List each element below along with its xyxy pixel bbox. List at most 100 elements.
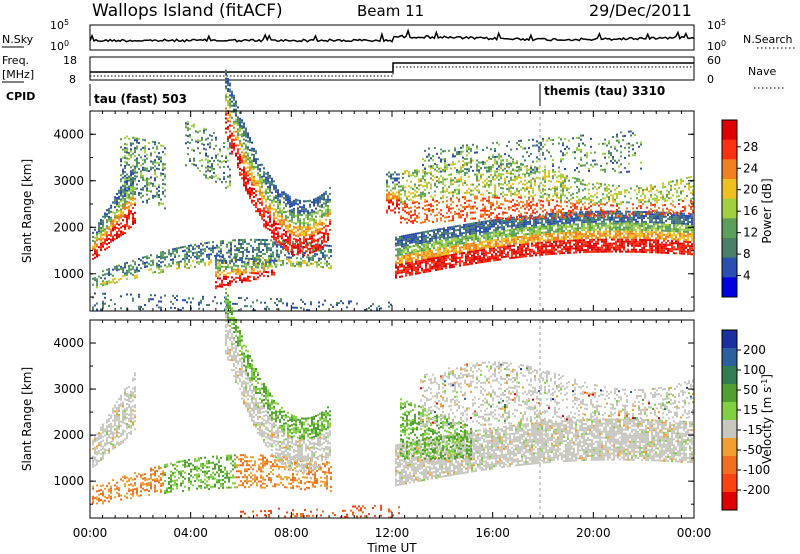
echo-cell [289,205,291,208]
echo-cell [104,214,106,217]
echo-cell [270,249,272,252]
echo-cell [617,240,619,243]
echo-cell [433,267,435,270]
echo-cell [247,140,249,143]
echo-cell [493,257,495,260]
echo-cell [211,139,213,142]
echo-cell [251,267,253,270]
echo-cell [593,224,595,227]
echo-cell [501,220,503,223]
cpid-program-1: tau (fast) 503 [94,92,187,106]
echo-cell [493,243,495,246]
echo-cell [483,222,485,225]
echo-cell [591,238,593,241]
echo-cell [657,235,659,238]
echo-cell [116,267,118,270]
echo-cell [507,219,509,222]
echo-cell [187,141,189,144]
echo-cell [541,253,543,256]
echo-cell [128,197,130,200]
echo-cell [156,187,158,190]
echo-cell [329,210,331,213]
echo-cell [635,230,637,233]
echo-cell [186,257,188,260]
echo-cell [477,249,479,252]
echo-cell [327,236,329,239]
echo-cell [605,236,607,239]
echo-cell [455,257,457,260]
echo-cell [189,157,191,160]
echo-cell [319,195,321,198]
echo-cell [311,217,313,220]
echo-cell [539,239,541,242]
echo-cell [239,277,241,280]
echo-cell [150,176,152,179]
echo-cell [140,176,142,179]
echo-cell [257,276,259,279]
echo-cell [667,239,669,242]
echo-cell [591,218,593,221]
echo-cell [225,267,227,270]
echo-cell [207,177,209,180]
echo-cell [589,226,591,229]
echo-cell [439,262,441,265]
echo-cell [108,268,110,271]
echo-cell [128,185,130,188]
echo-cell [645,221,647,224]
echo-cell [225,160,227,163]
echo-cell [487,256,489,259]
echo-cell [479,257,481,260]
echo-cell [547,223,549,226]
echo-cell [299,241,301,244]
echo-cell [152,194,154,197]
echo-cell [519,247,521,250]
echo-cell [607,248,609,251]
echo-cell [132,179,134,182]
echo-cell [156,254,158,257]
echo-cell [277,193,279,196]
echo-cell [243,152,245,155]
echo-cell [497,258,499,261]
echo-cell [241,273,243,276]
echo-cell [225,93,227,96]
echo-cell [475,252,477,255]
nsky-panel: N.Sky 105 100 105 100 N.Search [2,18,797,53]
echo-cell [174,255,176,258]
echo-cell [265,188,267,191]
echo-cell [651,215,653,218]
echo-cell [128,201,130,204]
echo-cell [477,259,479,262]
echo-cell [229,100,231,103]
echo-cell [455,261,457,264]
echo-cell [597,222,599,225]
echo-cell [247,279,249,282]
echo-cell [451,234,453,237]
echo-cell [521,241,523,244]
echo-cell [597,236,599,239]
echo-cell [671,248,673,251]
echo-cell [485,250,487,253]
echo-cell [116,196,118,199]
echo-cell [529,218,531,221]
echo-cell [443,249,445,252]
echo-cell [491,223,493,226]
echo-cell [124,228,126,231]
echo-cell [537,248,539,251]
echo-cell [645,249,647,252]
echo-cell [172,250,174,253]
echo-cell [523,249,525,252]
echo-cell [251,179,253,182]
echo-cell [158,156,160,159]
echo-cell [395,272,397,275]
echo-cell [555,242,557,245]
echo-cell [467,253,469,256]
echo-cell [493,249,495,252]
echo-cell [413,253,415,256]
echo-cell [243,269,245,272]
echo-cell [311,211,313,214]
echo-cell [649,215,651,218]
echo-cell [575,243,577,246]
echo-cell [259,212,261,215]
echo-cell [201,136,203,139]
echo-cell [451,254,453,257]
